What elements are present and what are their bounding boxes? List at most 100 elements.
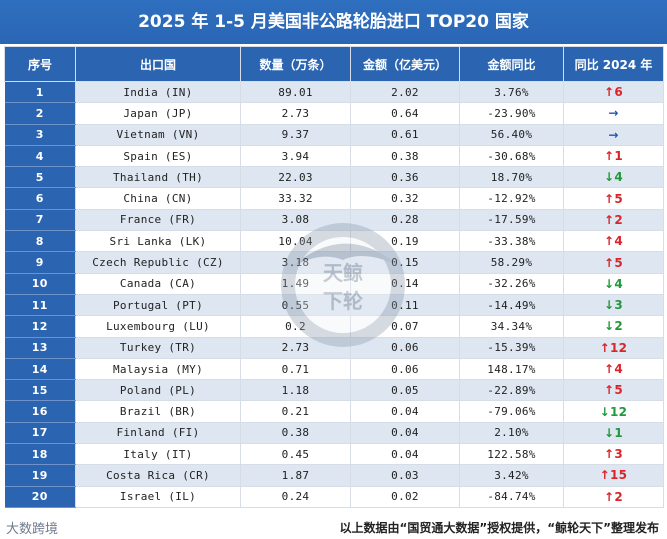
rank-change-value: 3 bbox=[614, 298, 623, 313]
header-country: 出口国 bbox=[75, 46, 241, 82]
table-row: 10 Canada (CA) 1.49 0.14 -32.26% ↓4 bbox=[4, 273, 664, 295]
quantity-cell: 0.55 bbox=[240, 294, 351, 317]
rank-cell: 9 bbox=[4, 251, 76, 274]
table-row: 9 Czech Republic (CZ) 3.18 0.15 58.29% ↑5 bbox=[4, 251, 664, 274]
quantity-cell: 3.18 bbox=[240, 251, 351, 274]
rank-change-cell: ↑5 bbox=[563, 251, 664, 274]
rank-change-cell: ↑12 bbox=[563, 337, 664, 359]
rank-change-cell: ↑5 bbox=[563, 379, 664, 402]
arrow-up-icon: ↑ bbox=[603, 234, 615, 249]
yoy-cell: 34.34% bbox=[459, 315, 564, 338]
rank-cell: 11 bbox=[4, 294, 76, 317]
table-row: 7 France (FR) 3.08 0.28 -17.59% ↑2 bbox=[4, 209, 664, 232]
quantity-cell: 3.08 bbox=[240, 209, 351, 232]
rank-cell: 14 bbox=[4, 358, 76, 381]
country-cell: Israel (IL) bbox=[75, 486, 241, 508]
rank-cell: 2 bbox=[4, 102, 76, 125]
quantity-cell: 1.49 bbox=[240, 273, 351, 295]
country-cell: Costa Rica (CR) bbox=[75, 464, 241, 487]
rank-cell: 4 bbox=[4, 145, 76, 168]
rank-cell: 17 bbox=[4, 422, 76, 445]
country-cell: Finland (FI) bbox=[75, 422, 241, 445]
table-row: 14 Malaysia (MY) 0.71 0.06 148.17% ↑4 bbox=[4, 358, 664, 381]
arrow-up-icon: ↑ bbox=[603, 149, 615, 164]
rank-change-value: 12 bbox=[610, 340, 628, 355]
table-row: 16 Brazil (BR) 0.21 0.04 -79.06% ↓12 bbox=[4, 400, 664, 423]
rank-change-value: 4 bbox=[614, 234, 623, 249]
rank-change-value: 12 bbox=[610, 404, 628, 419]
quantity-cell: 1.87 bbox=[240, 464, 351, 487]
arrow-down-icon: ↓ bbox=[603, 298, 615, 313]
rank-change-value: 2 bbox=[614, 212, 623, 227]
rank-change-cell: ↑4 bbox=[563, 230, 664, 253]
rank-change-cell: ↓2 bbox=[563, 315, 664, 338]
arrow-up-icon: ↑ bbox=[599, 468, 611, 483]
arrow-up-icon: ↑ bbox=[603, 489, 615, 504]
country-cell: Canada (CA) bbox=[75, 273, 241, 295]
country-cell: Thailand (TH) bbox=[75, 166, 241, 189]
quantity-cell: 89.01 bbox=[240, 81, 351, 104]
country-cell: Sri Lanka (LK) bbox=[75, 230, 241, 253]
rank-cell: 19 bbox=[4, 464, 76, 487]
amount-cell: 2.02 bbox=[350, 81, 460, 104]
quantity-cell: 9.37 bbox=[240, 124, 351, 146]
header-yoy: 金额同比 bbox=[459, 46, 564, 82]
yoy-cell: -14.49% bbox=[459, 294, 564, 317]
page-title: 2025 年 1-5 月美国非公路轮胎进口 TOP20 国家 bbox=[0, 0, 667, 44]
quantity-cell: 3.94 bbox=[240, 145, 351, 168]
rank-change-value: 2 bbox=[614, 319, 623, 334]
rank-cell: 15 bbox=[4, 379, 76, 402]
rank-change-value: 5 bbox=[614, 383, 623, 398]
table-row: 20 Israel (IL) 0.24 0.02 -84.74% ↑2 bbox=[4, 486, 664, 508]
import-table: 序号 出口国 数量（万条） 金额（亿美元） 金额同比 同比 2024 年 1 In… bbox=[4, 46, 664, 508]
rank-cell: 20 bbox=[4, 486, 76, 508]
rank-cell: 5 bbox=[4, 166, 76, 189]
rank-cell: 13 bbox=[4, 337, 76, 359]
country-cell: Malaysia (MY) bbox=[75, 358, 241, 381]
header-quantity: 数量（万条） bbox=[240, 46, 351, 82]
rank-change-cell: → bbox=[563, 102, 664, 125]
country-cell: France (FR) bbox=[75, 209, 241, 232]
yoy-cell: 18.70% bbox=[459, 166, 564, 189]
table-row: 3 Vietnam (VN) 9.37 0.61 56.40% → bbox=[4, 124, 664, 146]
table-row: 17 Finland (FI) 0.38 0.04 2.10% ↓1 bbox=[4, 422, 664, 445]
yoy-cell: -33.38% bbox=[459, 230, 564, 253]
yoy-cell: 58.29% bbox=[459, 251, 564, 274]
table-row: 5 Thailand (TH) 22.03 0.36 18.70% ↓4 bbox=[4, 166, 664, 189]
rank-cell: 10 bbox=[4, 273, 76, 295]
rank-cell: 7 bbox=[4, 209, 76, 232]
yoy-cell: -12.92% bbox=[459, 187, 564, 210]
amount-cell: 0.64 bbox=[350, 102, 460, 125]
yoy-cell: 56.40% bbox=[459, 124, 564, 146]
arrow-up-icon: ↑ bbox=[603, 447, 615, 462]
rank-change-cell: ↓12 bbox=[563, 400, 664, 423]
country-cell: Poland (PL) bbox=[75, 379, 241, 402]
amount-cell: 0.38 bbox=[350, 145, 460, 168]
yoy-cell: 3.42% bbox=[459, 464, 564, 487]
country-cell: Turkey (TR) bbox=[75, 337, 241, 359]
yoy-cell: -32.26% bbox=[459, 273, 564, 295]
yoy-cell: -15.39% bbox=[459, 337, 564, 359]
amount-cell: 0.36 bbox=[350, 166, 460, 189]
arrow-up-icon: ↑ bbox=[603, 255, 615, 270]
amount-cell: 0.32 bbox=[350, 187, 460, 210]
arrow-up-icon: ↑ bbox=[603, 85, 615, 100]
yoy-cell: -23.90% bbox=[459, 102, 564, 125]
rank-change-cell: ↓4 bbox=[563, 273, 664, 295]
footer-note: 以上数据由“国贸通大数据”授权提供，“鲸轮天下”整理发布 bbox=[339, 521, 659, 535]
table-row: 2 Japan (JP) 2.73 0.64 -23.90% → bbox=[4, 102, 664, 125]
rank-cell: 3 bbox=[4, 124, 76, 146]
country-cell: Brazil (BR) bbox=[75, 400, 241, 423]
rank-cell: 6 bbox=[4, 187, 76, 210]
quantity-cell: 0.45 bbox=[240, 443, 351, 466]
table-row: 1 India (IN) 89.01 2.02 3.76% ↑6 bbox=[4, 81, 664, 104]
rank-change-cell: ↑6 bbox=[563, 81, 664, 104]
amount-cell: 0.06 bbox=[350, 337, 460, 359]
country-cell: Spain (ES) bbox=[75, 145, 241, 168]
rank-change-cell: ↑15 bbox=[563, 464, 664, 487]
yoy-cell: -79.06% bbox=[459, 400, 564, 423]
rank-change-value: 1 bbox=[614, 425, 623, 440]
rank-change-value: 5 bbox=[614, 255, 623, 270]
rank-change-value: 15 bbox=[610, 468, 628, 483]
amount-cell: 0.61 bbox=[350, 124, 460, 146]
